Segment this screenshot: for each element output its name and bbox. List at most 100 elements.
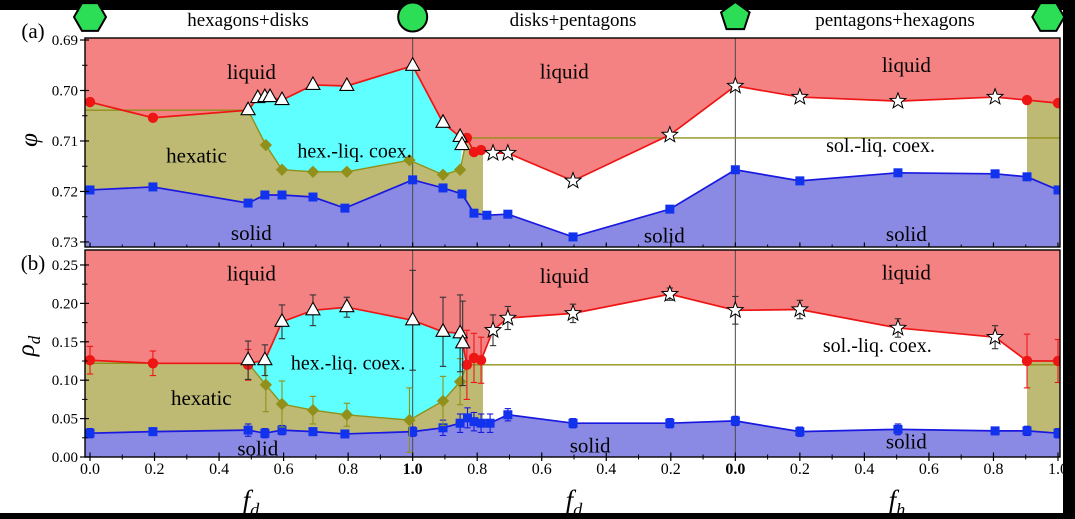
panel-border [84,37,1061,248]
x-tick-label: 0.2 [145,461,165,478]
marker-solid-squares [438,423,448,433]
region-hexatic-right [1027,100,1060,190]
marker-solid-squares [1053,428,1060,438]
y-tick-label: 0.20 [52,296,78,312]
region-label: liquid [227,261,277,285]
marker-liquid-circles [147,358,159,369]
phi-symbol: φ [16,133,43,147]
region-liquid [85,38,1060,181]
x-axis-title-fd-2: fd [565,485,583,519]
marker-sol-liq-stars [660,125,680,143]
x-tick-label: 0.6 [919,461,939,478]
marker-solid-squares [148,427,158,437]
marker-solid-squares [795,427,805,437]
marker-coex-triangles [305,301,321,316]
marker-solid-squares [469,208,479,218]
marker-solid-squares [990,426,1000,436]
marker-hexatic-diamonds [306,165,320,178]
marker-solid-squares [476,418,486,428]
marker-hexatic-diamonds [306,403,320,417]
region-label: sol.-liq. coex. [826,135,935,157]
marker-sol-liq-stars [563,303,583,322]
marker-sol-liq-stars [726,76,745,94]
marker-sol-liq-stars [726,300,745,319]
marker-solid-squares [85,185,95,195]
region-hexatic-right [1027,360,1060,434]
marker-solid-squares [340,203,350,213]
marker-solid-squares [277,425,287,435]
y-tick-label: 0.73 [52,235,78,251]
mixture-label-disks-pentagons: disks+pentagons [509,10,637,31]
marker-solid-squares [503,209,513,219]
y-tick-label: 0.15 [52,335,78,351]
rho-subscript: d [25,335,44,345]
marker-liquid-circles [85,355,96,366]
marker-solid-squares [277,190,287,200]
marker-solid-squares [893,424,903,434]
marker-liquid-circles [475,355,487,366]
region-label: solid [886,430,927,454]
marker-sol-liq-stars [985,327,1005,346]
region-label: liquid [882,261,932,285]
x-tick-label: 0.4 [854,461,874,478]
marker-hexatic-diamonds [340,165,354,178]
marker-sol-liq-stars [985,87,1005,105]
region-label: solid [237,437,278,461]
panel-(b): liquid liquid liquid hexatic hex.-liq. coex.… [85,250,1060,461]
region-hexatic [85,102,484,216]
bottom-frame-bar [0,513,1075,519]
marker-solid-squares [1022,172,1032,182]
marker-solid-squares [408,175,418,185]
marker-solid-squares [730,165,740,175]
y-tick-label: 0.10 [52,373,78,389]
marker-solid-squares [455,418,465,428]
marker-coex-triangles [240,351,257,366]
marker-coex-triangles [404,56,421,71]
x-tick-label: 0.0 [80,461,100,478]
marker-solid-squares [408,427,418,437]
marker-solid-squares [340,429,350,439]
marker-liquid-circles [1052,355,1060,367]
region-label: hexatic [166,143,227,167]
marker-hexatic-diamonds [436,394,450,408]
panel-border [84,249,1061,458]
y-tick-label: 0.72 [52,184,78,200]
circle-icon [397,1,429,33]
marker-hexatic-diamonds [436,168,450,182]
marker-solid-squares [485,418,495,428]
marker-coex-triangles [435,113,451,128]
marker-liquid-circles [475,144,487,156]
marker-coex-triangles [338,298,355,313]
marker-solid-squares [243,198,253,208]
mixture-label-hexagons-disks: hexagons+disks [187,10,309,31]
marker-solid-squares [148,182,158,192]
marker-hexatic-diamonds [403,413,416,427]
panel-(a): liquid liquid liquid hexatic hex.-liq. coex.… [85,38,1060,247]
marker-sol-liq-stars [888,318,908,336]
pentagon-icon [719,0,751,31]
y-tick-label: 0.70 [52,84,78,100]
right-frame-bar [1063,0,1075,519]
hexagon-icon [1031,2,1066,32]
region-hex-liq-coex [248,65,463,175]
x-tick-label: 0.8 [338,461,358,478]
y-tick-label: 0.71 [52,134,78,150]
x-tick-label: 0.4 [209,461,229,478]
marker-solid-squares [730,416,740,426]
region-label: hex.-liq. coex. [291,353,405,375]
marker-sol-liq-stars [790,87,810,105]
region-label: liquid [540,60,590,84]
x-tick-label: 0.0 [725,461,745,478]
x-tick-label: 0.2 [790,461,810,478]
marker-solid-squares [243,425,253,435]
marker-solid-squares [893,168,903,178]
x-axis-title-fd-1: fd [242,485,260,519]
marker-solid-squares [85,428,95,438]
region-label: solid [886,222,927,246]
marker-hexatic-diamonds [340,408,354,421]
hexagon-icon [72,2,108,32]
region-label: solid [231,221,272,245]
marker-solid-squares [482,210,492,220]
